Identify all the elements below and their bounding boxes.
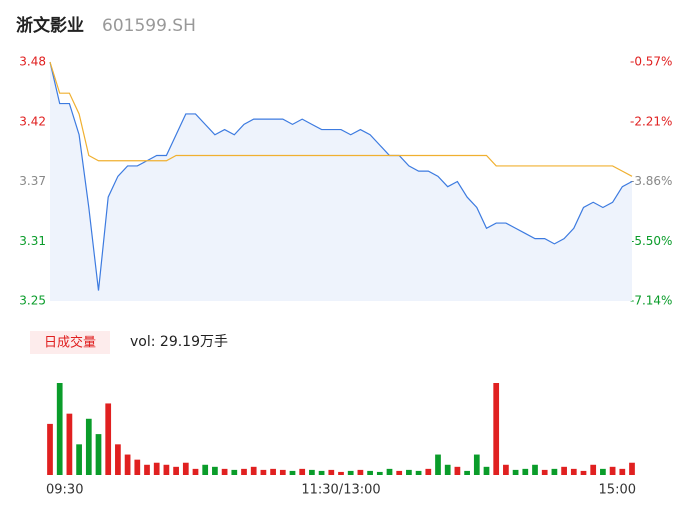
stock-code: 601599.SH [102, 16, 196, 36]
volume-bar [435, 454, 441, 475]
volume-bar [144, 464, 150, 475]
stock-name: 浙文影业 [16, 15, 84, 36]
volume-bar [396, 470, 403, 475]
volume-bar [541, 469, 548, 475]
x-tick-label: 11:30/13:00 [301, 483, 380, 498]
volume-bar [532, 464, 538, 475]
volume-bar [406, 469, 412, 475]
volume-bar [386, 468, 393, 475]
volume-bar [590, 464, 597, 475]
volume-bar [260, 469, 267, 475]
volume-bar [473, 454, 480, 475]
volume-bar [570, 468, 577, 475]
volume-bar [182, 462, 189, 475]
volume-bar [231, 469, 238, 475]
volume-bar [551, 468, 558, 475]
y2-tick-label: -7.14% [630, 294, 672, 308]
volume-bar [270, 468, 276, 475]
volume-bar [299, 468, 306, 475]
volume-bar [192, 468, 199, 475]
volume-bar [221, 468, 228, 475]
y-tick-label: 3.31 [19, 234, 46, 248]
volume-bar [85, 418, 92, 475]
volume-bar [338, 471, 344, 475]
y-tick-label: 3.25 [19, 294, 46, 308]
volume-bar [163, 464, 170, 475]
volume-bar [503, 464, 509, 475]
volume-bar [328, 469, 335, 475]
volume-bar [318, 470, 325, 475]
price-area [50, 62, 632, 301]
average-line [49, 61, 633, 177]
volume-bar [153, 462, 160, 475]
volume-bar [202, 464, 209, 475]
y-tick-label: 3.42 [19, 114, 46, 128]
y2-tick-label: -5.50% [630, 234, 672, 248]
volume-bar [425, 468, 432, 475]
volume-bar [173, 466, 179, 475]
volume-bar [66, 413, 73, 475]
volume-bar [454, 466, 461, 475]
volume-bar [124, 454, 131, 475]
y2-tick-label: -2.21% [630, 114, 672, 128]
y-tick-label: 3.37 [19, 174, 46, 188]
volume-label: vol: 29.19万手 [130, 334, 228, 350]
volume-bar [279, 469, 286, 475]
volume-bar [464, 470, 470, 475]
volume-bar [76, 444, 82, 475]
volume-bar [289, 470, 296, 475]
volume-bar [105, 403, 112, 475]
volume-bar [115, 444, 121, 475]
volume-bar [309, 469, 315, 475]
volume-bar [367, 470, 373, 475]
volume-bar [376, 471, 383, 475]
volume-bar [212, 466, 218, 475]
volume-bar [512, 469, 519, 475]
volume-bar [580, 470, 587, 475]
y2-tick-label: -3.86% [630, 174, 672, 188]
volume-bar [629, 462, 635, 475]
volume-bar [522, 468, 529, 475]
volume-bar [250, 466, 257, 475]
volume-bar [483, 466, 490, 475]
volume-bar [241, 468, 247, 475]
volume-bar [619, 468, 626, 475]
volume-button-bg[interactable] [30, 331, 110, 354]
volume-bar [600, 468, 606, 475]
x-tick-label: 15:00 [599, 483, 636, 498]
volume-bar [493, 383, 500, 475]
y-tick-label: 3.48 [19, 55, 46, 69]
volume-button[interactable]: 日成交量 [44, 335, 96, 351]
volume-bar [357, 469, 364, 475]
volume-bar [347, 470, 354, 475]
volume-bar [561, 466, 567, 475]
x-tick-label: 09:30 [46, 483, 83, 498]
volume-bar [95, 434, 102, 475]
volume-bar [444, 464, 451, 475]
volume-bar [609, 466, 616, 475]
volume-bar [134, 459, 141, 475]
volume-bar [56, 383, 63, 475]
volume-bar [415, 470, 422, 475]
volume-bar [47, 423, 53, 475]
y2-tick-label: -0.57% [630, 55, 672, 69]
